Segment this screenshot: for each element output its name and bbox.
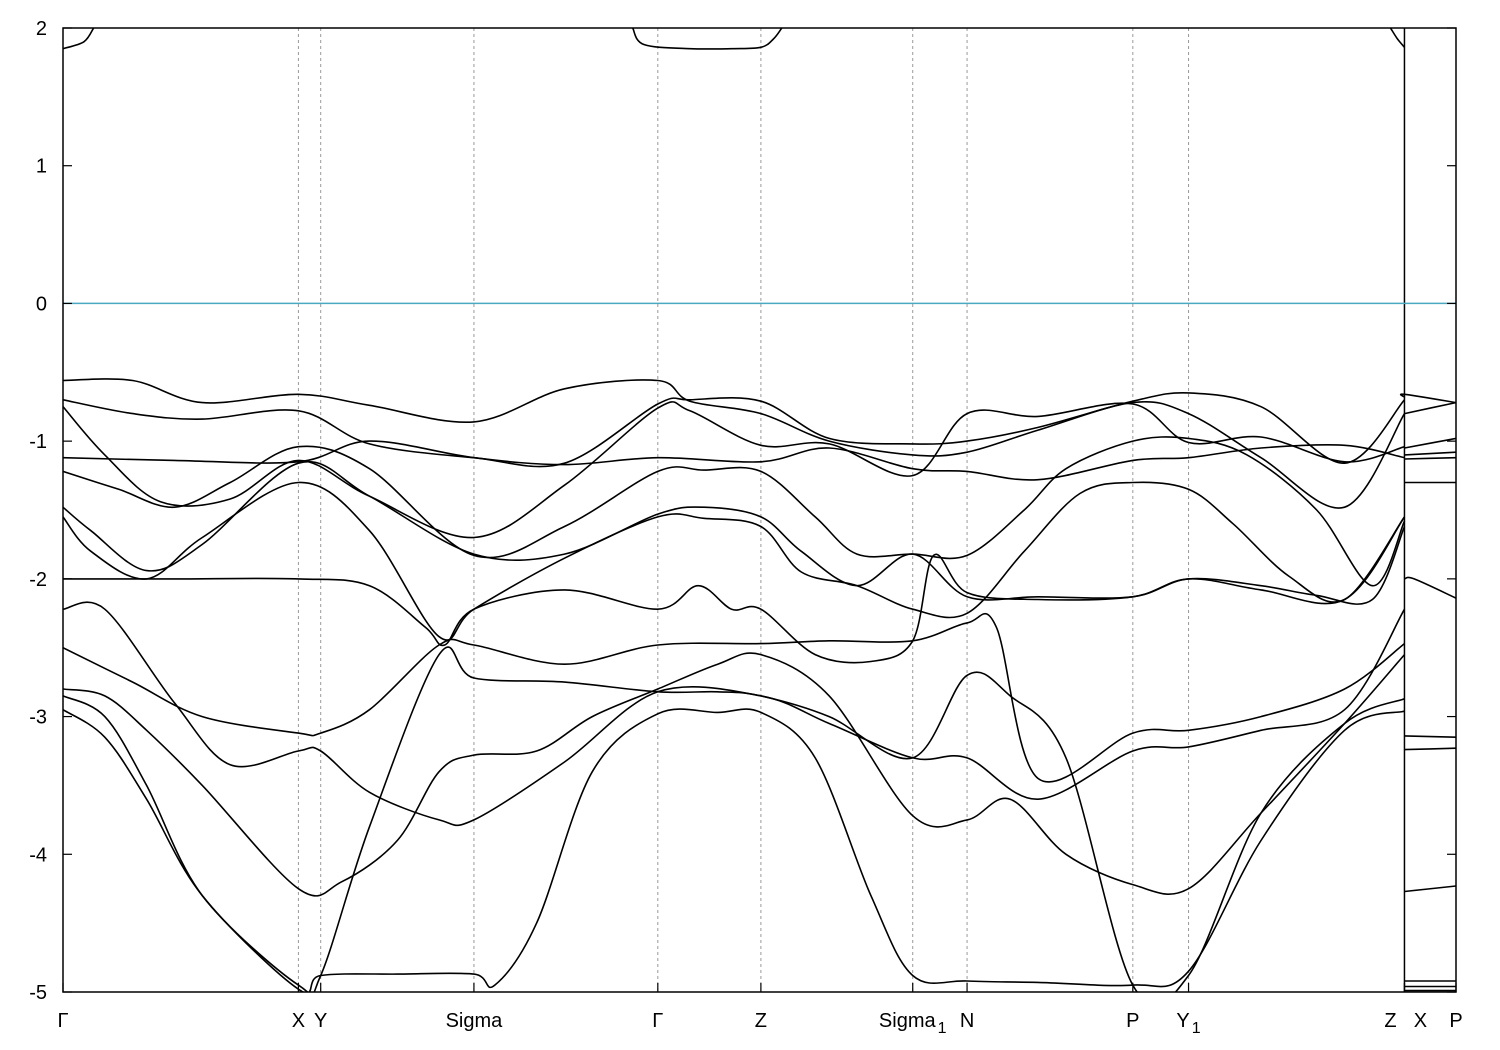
band-2 (1389, 28, 1406, 48)
kpoint-label-4: Γ (652, 1010, 663, 1032)
band-6 (63, 440, 1405, 481)
ytick-label-5: -3 (29, 707, 47, 729)
ytick-label-7: -5 (29, 982, 47, 1004)
kpoint-label-0: Γ (57, 1010, 68, 1032)
band-7 (63, 436, 1406, 587)
band-25 (1404, 885, 1456, 893)
band-20 (1404, 456, 1456, 460)
band-15 (63, 708, 1405, 992)
x-axis-ticks: Γ X Y Sigma Γ Z Sigma 1 N P Y 1 Z X P (57, 983, 1463, 1037)
ytick-label-1: 1 (36, 156, 47, 178)
kpoint-label-7: N (960, 1010, 974, 1032)
band-12 (63, 612, 1405, 783)
band-10 (63, 516, 1406, 664)
ytick-label-4: -2 (29, 569, 47, 591)
band-5 (63, 401, 1405, 539)
band-4 (63, 391, 1406, 468)
ytick-label-0: 2 (36, 18, 47, 40)
band-0 (63, 28, 95, 50)
band-lines (63, 28, 1456, 992)
kpoint-label-8: P (1126, 1010, 1139, 1032)
plot-frame (62, 27, 1457, 993)
band-19 (1404, 451, 1456, 456)
ytick-label-2: 0 (36, 293, 47, 315)
band-9 (63, 481, 1406, 641)
kpoint-label-3: Sigma (446, 1010, 504, 1032)
band-11 (63, 601, 1406, 827)
band-24 (1404, 747, 1456, 751)
band-16 (1399, 393, 1456, 404)
kpoint-label-11: X (1414, 1010, 1427, 1032)
ytick-label-6: -4 (29, 844, 47, 866)
band-13 (63, 652, 1406, 897)
band-22 (1404, 576, 1456, 599)
band-1 (631, 28, 783, 50)
band-14 (63, 646, 1405, 992)
kpoint-label-1: X (292, 1010, 305, 1032)
kpoint-label-12: P (1449, 1010, 1462, 1032)
kpoint-label-5: Z (755, 1010, 767, 1032)
kpoint-gridlines (297, 28, 1406, 992)
band-23 (1404, 735, 1456, 738)
band-17 (1404, 401, 1456, 415)
ytick-label-3: -1 (29, 431, 47, 453)
kpoint-label-2: Y (314, 1010, 327, 1032)
band-18 (1404, 437, 1456, 449)
y-axis-ticks: 2 1 0 -1 -2 -3 -4 -5 (29, 18, 1456, 1004)
band-8 (63, 460, 1406, 605)
band-3 (63, 378, 1406, 509)
kpoint-label-10: Z (1384, 1010, 1396, 1032)
